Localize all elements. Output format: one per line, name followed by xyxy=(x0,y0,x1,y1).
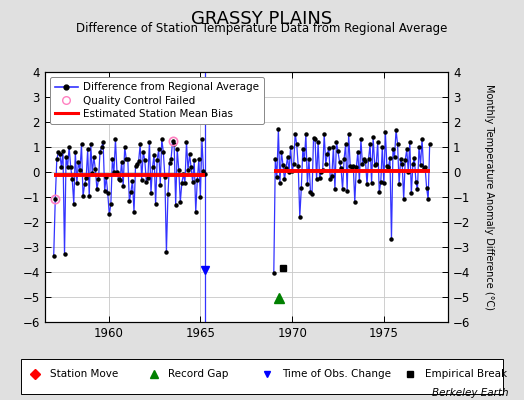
Text: Empirical Break: Empirical Break xyxy=(424,369,507,379)
Text: Record Gap: Record Gap xyxy=(168,369,229,379)
Text: Station Move: Station Move xyxy=(50,369,118,379)
Text: Time of Obs. Change: Time of Obs. Change xyxy=(282,369,391,379)
Legend: Difference from Regional Average, Quality Control Failed, Estimated Station Mean: Difference from Regional Average, Qualit… xyxy=(50,77,264,124)
Text: GRASSY PLAINS: GRASSY PLAINS xyxy=(191,10,333,28)
Y-axis label: Monthly Temperature Anomaly Difference (°C): Monthly Temperature Anomaly Difference (… xyxy=(484,84,494,310)
FancyBboxPatch shape xyxy=(20,359,504,394)
Text: Difference of Station Temperature Data from Regional Average: Difference of Station Temperature Data f… xyxy=(77,22,447,35)
Text: Berkeley Earth: Berkeley Earth xyxy=(432,388,508,398)
